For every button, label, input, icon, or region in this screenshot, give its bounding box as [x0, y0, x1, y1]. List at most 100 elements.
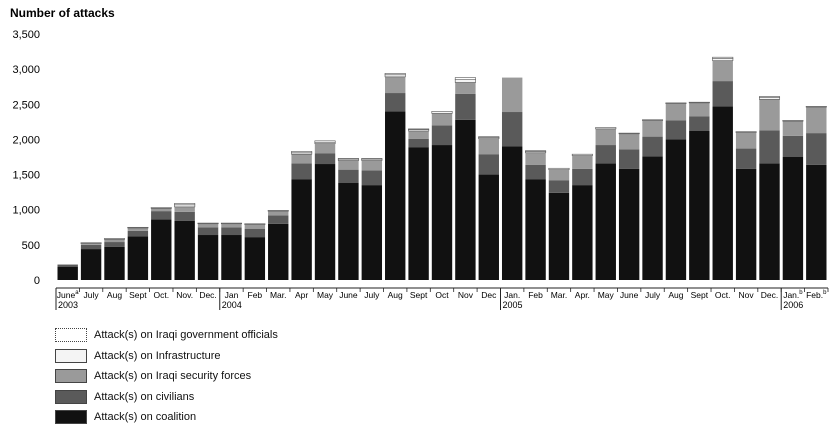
bar-segment [712, 81, 733, 107]
bar-segment [525, 179, 546, 280]
bar-segment [642, 156, 663, 280]
x-tick-label: Feb [528, 290, 543, 300]
legend-label-security-forces: Attack(s) on Iraqi security forces [94, 370, 252, 382]
bar-segment [642, 119, 664, 121]
bar-segment [595, 163, 616, 280]
bar-segment [525, 164, 546, 180]
x-tick-label: Oct [435, 290, 449, 300]
legend-label-infrastructure: Attack(s) on Infrastructure [94, 349, 221, 362]
bar-segment [759, 99, 780, 131]
bar-segment [571, 153, 593, 156]
x-tick-label: May [598, 290, 615, 300]
bar-segment [244, 228, 266, 238]
x-tick-label: Nov [458, 290, 474, 300]
bar-segment [291, 154, 312, 164]
bar-segment [104, 246, 125, 280]
bar-segment [501, 77, 523, 113]
bar-segment [689, 116, 710, 131]
x-tick-label: Feb.b [806, 290, 827, 300]
y-tick-label: 1,000 [12, 205, 40, 217]
bar-segment [385, 76, 406, 94]
bar-segment [244, 223, 266, 225]
bar-segment [221, 223, 242, 228]
x-tick-label: Nov. [176, 290, 193, 300]
bar-segment [338, 160, 359, 170]
bar-segment [478, 154, 499, 175]
bar-segment [712, 60, 733, 82]
bar-segment [361, 158, 383, 160]
y-tick-label: 3,000 [12, 64, 40, 76]
x-tick-label: June [620, 290, 639, 300]
bar-segment [642, 136, 663, 157]
bar-segment [338, 169, 359, 184]
x-tick-label: Sept [691, 290, 709, 300]
legend-swatch-civilians [55, 389, 87, 404]
bar-segment [548, 167, 570, 170]
legend-swatch-government-officials [55, 328, 87, 342]
bar-segment [314, 153, 336, 165]
bar-segment [455, 82, 476, 94]
bar-segment [665, 120, 687, 140]
y-tick-label: 500 [22, 240, 40, 252]
bar-segment [151, 219, 172, 280]
bar-segment [454, 77, 476, 80]
bar-segment [501, 112, 523, 147]
bar-segment [618, 133, 640, 150]
bar-segment [267, 210, 289, 212]
x-tick-label: Nov [739, 290, 755, 300]
x-tick-label: Dec. [761, 290, 778, 300]
bar-segment [782, 157, 804, 280]
bar-segment [361, 170, 383, 186]
bar-segment [268, 215, 289, 224]
y-axis: 3,500 3,000 2,500 2,000 1,500 1,000 500 0 [12, 29, 40, 287]
bars [57, 56, 827, 281]
x-tick-label: Sept [129, 290, 147, 300]
x-tick-label: Jan. [504, 290, 520, 300]
footnote-marker: a [75, 290, 79, 296]
bar-segment [127, 236, 149, 280]
x-tick-label: Feb [248, 290, 263, 300]
x-tick-label: Aug [388, 290, 403, 300]
bar-segment [455, 93, 476, 120]
bar-segment [478, 136, 500, 138]
bar-segment [618, 132, 640, 135]
bar-segment [735, 148, 757, 169]
bar-segment [712, 56, 734, 59]
y-tick-label: 2,500 [12, 99, 40, 111]
bar-segment [291, 151, 313, 154]
legend-label-civilians: Attack(s) on civilians [94, 390, 195, 403]
bar-segment [805, 106, 827, 108]
bar-segment [595, 128, 616, 146]
bar-segment [759, 163, 780, 280]
stacked-bar-chart: Number of attacks 3,500 3,000 2,500 2,000 1,… [10, 6, 829, 310]
bar-segment [712, 58, 734, 62]
legend-swatch-coalition [55, 410, 87, 424]
bar-segment [408, 138, 429, 148]
bar-segment [408, 130, 429, 139]
bar-segment [314, 140, 336, 143]
bar-segment [595, 127, 617, 130]
bar-segment [501, 146, 523, 280]
bar-segment [103, 238, 125, 240]
bar-segment [665, 102, 687, 104]
bar-segment [174, 206, 195, 212]
bar-segment [759, 96, 781, 100]
bar-segment [525, 150, 547, 152]
bar-segment [244, 224, 266, 229]
bar-segment [572, 155, 593, 169]
bar-segment [782, 120, 804, 122]
bar-segment [431, 113, 453, 126]
bar-segment [151, 211, 172, 220]
x-axis: Junea July Aug Sept Oct. Nov. Dec. Jan Feb Mar. Ap… [55, 287, 829, 310]
bar-segment [455, 119, 476, 281]
bar-segment [150, 207, 172, 209]
bar-segment [291, 179, 312, 280]
bar-segment [80, 243, 102, 245]
bar-segment [197, 227, 219, 236]
bar-segment [361, 160, 383, 171]
bar-segment [57, 264, 78, 267]
y-tick-label: 2,000 [12, 134, 40, 146]
x-tick-label: Dec. [199, 290, 216, 300]
legend-label-government-officials: Attack(s) on Iraqi government officials [94, 329, 278, 341]
bar-segment [57, 264, 78, 265]
